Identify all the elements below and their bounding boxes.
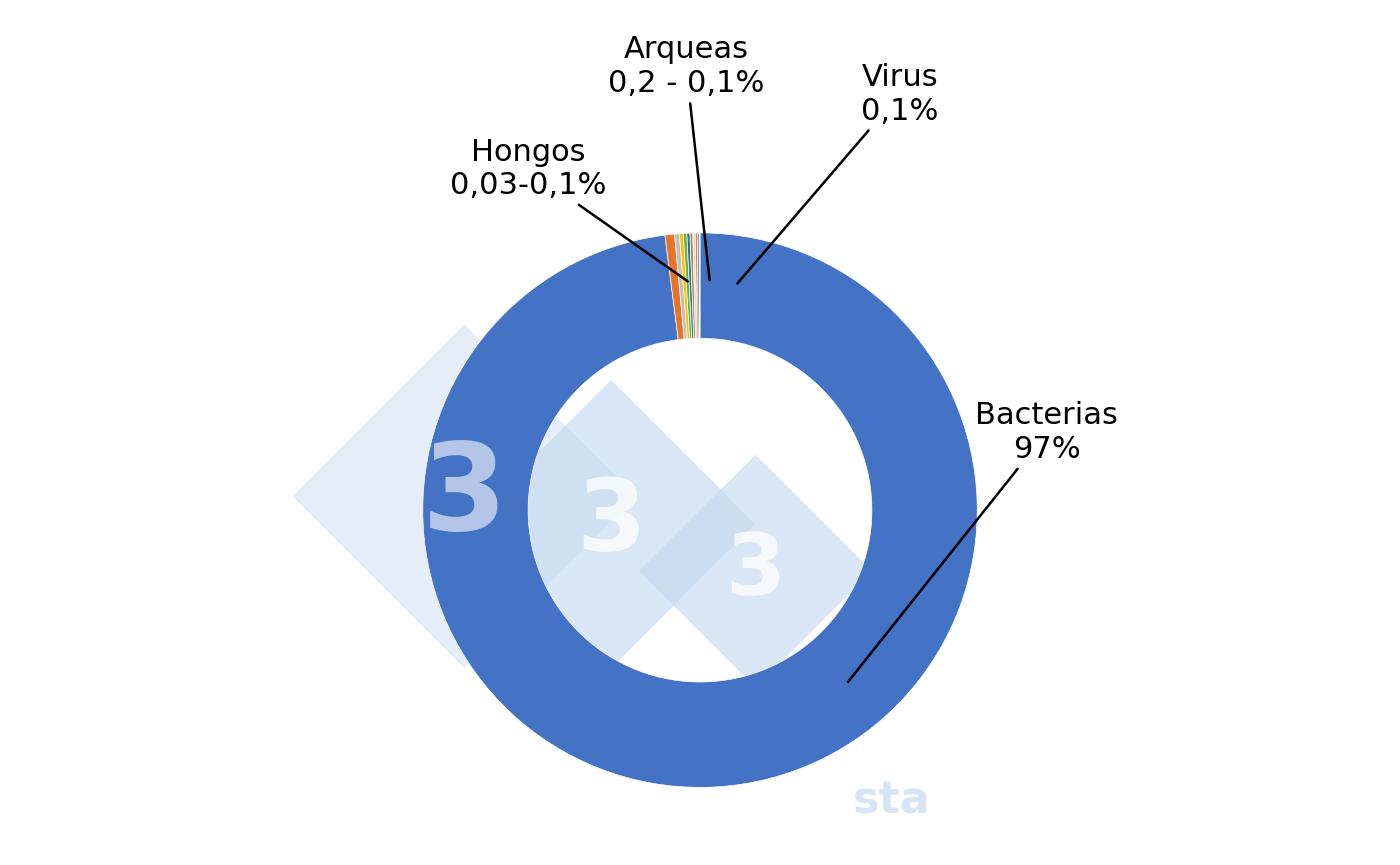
Wedge shape bbox=[690, 233, 696, 338]
Polygon shape bbox=[638, 455, 872, 688]
Wedge shape bbox=[665, 234, 685, 340]
Wedge shape bbox=[697, 233, 700, 338]
Polygon shape bbox=[468, 380, 756, 668]
Text: sta: sta bbox=[853, 779, 930, 823]
Text: Bacterias
97%: Bacterias 97% bbox=[848, 401, 1119, 682]
Wedge shape bbox=[423, 233, 977, 787]
Wedge shape bbox=[683, 234, 692, 338]
Text: Hongos
0,03-0,1%: Hongos 0,03-0,1% bbox=[449, 138, 687, 281]
Wedge shape bbox=[679, 234, 690, 339]
Text: 3: 3 bbox=[577, 476, 645, 573]
Polygon shape bbox=[293, 324, 636, 668]
Wedge shape bbox=[696, 233, 699, 338]
Wedge shape bbox=[693, 233, 697, 338]
Text: 3: 3 bbox=[421, 438, 507, 554]
Text: Virus
0,1%: Virus 0,1% bbox=[738, 63, 938, 284]
Text: Arqueas
0,2 - 0,1%: Arqueas 0,2 - 0,1% bbox=[608, 35, 764, 280]
Wedge shape bbox=[675, 234, 687, 339]
Text: 3: 3 bbox=[725, 529, 785, 612]
Wedge shape bbox=[687, 233, 694, 338]
